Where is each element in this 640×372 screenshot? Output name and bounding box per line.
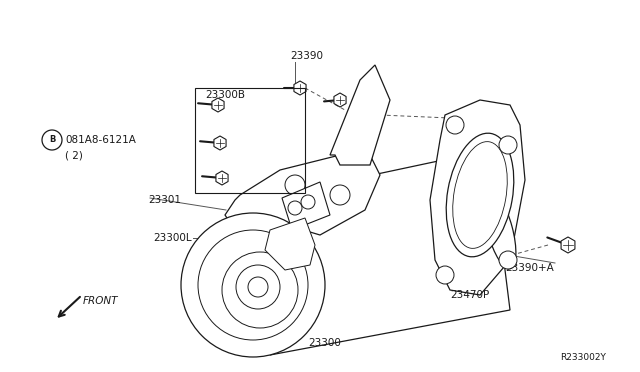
Polygon shape (334, 93, 346, 107)
Polygon shape (212, 98, 224, 112)
Circle shape (285, 175, 305, 195)
Polygon shape (294, 81, 306, 95)
Circle shape (198, 230, 308, 340)
Polygon shape (282, 182, 330, 230)
Circle shape (288, 201, 302, 215)
Text: 23300: 23300 (308, 338, 341, 348)
Circle shape (330, 185, 350, 205)
Circle shape (301, 195, 315, 209)
Polygon shape (430, 100, 525, 295)
Text: 23301: 23301 (148, 195, 181, 205)
Polygon shape (265, 218, 315, 270)
Text: 23390+A: 23390+A (505, 263, 554, 273)
Ellipse shape (484, 191, 516, 269)
Text: ( 2): ( 2) (65, 150, 83, 160)
Text: B: B (49, 135, 55, 144)
Circle shape (499, 251, 517, 269)
Circle shape (222, 252, 298, 328)
Ellipse shape (446, 133, 514, 257)
Ellipse shape (238, 221, 285, 333)
Bar (195, 88, 305, 193)
Circle shape (446, 116, 464, 134)
Circle shape (236, 265, 280, 309)
Polygon shape (330, 65, 390, 165)
Polygon shape (225, 155, 380, 235)
Ellipse shape (452, 142, 508, 248)
Text: 23300B: 23300B (205, 90, 245, 100)
Circle shape (499, 136, 517, 154)
Circle shape (248, 277, 268, 297)
Text: 23390: 23390 (290, 51, 323, 61)
Polygon shape (255, 150, 510, 355)
Polygon shape (216, 171, 228, 185)
Text: FRONT: FRONT (83, 296, 118, 306)
Text: 23300L: 23300L (154, 233, 192, 243)
Text: 23470P: 23470P (450, 290, 489, 300)
Circle shape (181, 213, 325, 357)
Polygon shape (214, 136, 226, 150)
Text: 081A8-6121A: 081A8-6121A (65, 135, 136, 145)
Text: R233002Y: R233002Y (560, 353, 606, 362)
Circle shape (436, 266, 454, 284)
Polygon shape (561, 237, 575, 253)
